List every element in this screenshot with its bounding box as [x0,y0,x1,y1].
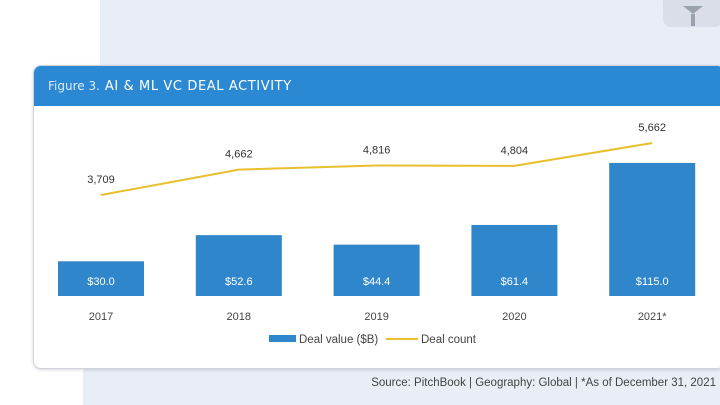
bar-2020 [471,224,558,296]
x-tick-label: 2019 [364,311,388,323]
x-tick-label: 2020 [502,311,526,323]
x-tick-label: 2021* [638,311,667,323]
line-label: 4,804 [501,145,529,157]
x-tick-label: 2018 [227,311,251,323]
line-label: 3,709 [87,174,115,186]
bar-label: $61.4 [501,276,529,288]
bar-2018 [195,235,282,296]
source-note: Source: PitchBook | Geography: Global | … [371,377,716,389]
chart-card: Figure 3. AI & ML VC DEAL ACTIVITY [33,65,720,369]
bar-2021* [609,162,696,296]
legend-label: Deal count [421,334,477,346]
x-tick-label: 2017 [89,311,113,323]
line-label: 4,816 [363,145,391,157]
bar-label: $115.0 [636,276,669,288]
pin-icon[interactable] [663,0,720,27]
line-label: 5,662 [638,122,666,134]
legend-label: Deal value ($B) [299,334,378,346]
figure-title: AI & ML VC DEAL ACTIVITY [104,78,292,94]
bar-2017 [58,261,144,296]
bar-label: $44.4 [363,276,391,288]
bar-2019 [333,244,420,296]
figure-number: Figure 3. [48,79,100,93]
bar-label: $52.6 [225,276,253,288]
legend-swatch-bar [269,335,296,342]
bar-label: $30.0 [87,276,115,288]
line-label: 4,662 [225,149,253,161]
figure-header: Figure 3. AI & ML VC DEAL ACTIVITY [34,66,720,106]
